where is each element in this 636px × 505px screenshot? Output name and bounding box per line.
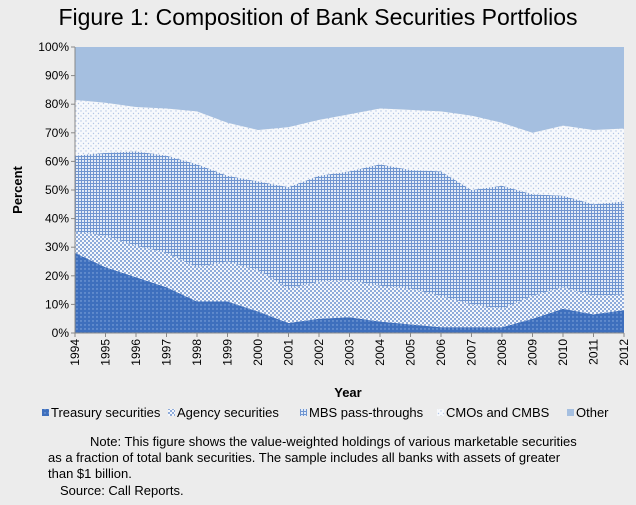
legend-swatch — [42, 409, 49, 416]
note-line-3: than $1 billion. — [48, 466, 132, 481]
legend-swatch — [168, 409, 175, 416]
y-tick-label: 60% — [45, 154, 69, 168]
x-tick-label: 2007 — [465, 339, 479, 366]
x-tick-label: 1998 — [190, 339, 204, 366]
area-mbs — [75, 151, 624, 309]
legend-label: CMOs and CMBS — [446, 405, 550, 420]
x-tick-label: 1999 — [221, 339, 235, 366]
area-treasury — [75, 252, 624, 333]
x-tick-label: 2012 — [617, 339, 631, 366]
x-tick-label: 1996 — [129, 339, 143, 366]
x-tick-label: 2008 — [495, 339, 509, 366]
y-tick-label: 30% — [45, 240, 69, 254]
y-tick-label: 10% — [45, 297, 69, 311]
stacked-area-chart: 0% 10% 20% 30% 40% 50% 60% 70% 80% 90% 100% 1994 199… — [10, 40, 631, 420]
y-tick-label: 90% — [45, 69, 69, 83]
legend-label: Other — [576, 405, 609, 420]
x-tick-label: 1995 — [99, 339, 113, 366]
area-agency — [75, 231, 624, 328]
legend-swatch — [300, 409, 307, 416]
y-tick-label: 0% — [52, 326, 70, 340]
legend-item-cmo: CMOs and CMBS — [437, 405, 550, 420]
legend-item-other: Other — [567, 405, 609, 420]
x-tick-label: 2009 — [526, 339, 540, 366]
x-tick-label: 2000 — [251, 339, 265, 366]
legend-item-agency: Agency securities — [168, 405, 279, 420]
y-tick-label: 20% — [45, 269, 69, 283]
legend-label: Treasury securities — [51, 405, 161, 420]
y-tick-label: 100% — [38, 40, 69, 54]
y-tick-label: 40% — [45, 212, 69, 226]
note-line-1: Note: This figure shows the value-weight… — [90, 434, 577, 449]
legend-label: MBS pass-throughs — [309, 405, 424, 420]
x-tick-label: 2006 — [434, 339, 448, 366]
x-tick-label: 2011 — [587, 339, 601, 365]
x-tick-label: 2002 — [312, 339, 326, 366]
x-tick-label: 2004 — [373, 339, 387, 366]
x-tick-label: 2005 — [404, 339, 418, 366]
note-line-2: as a fraction of total bank securities. … — [48, 450, 561, 465]
y-tick-label: 50% — [45, 183, 69, 197]
note-source: Source: Call Reports. — [60, 483, 184, 498]
legend-item-mbs: MBS pass-throughs — [300, 405, 424, 420]
x-axis-label: Year — [334, 385, 361, 400]
legend-item-treasury: Treasury securities — [42, 405, 161, 420]
area-cmo — [75, 99, 624, 205]
x-tick-label: 1994 — [68, 339, 82, 366]
area-other — [75, 47, 624, 133]
legend-swatch — [437, 409, 444, 416]
x-tick-label: 2010 — [556, 339, 570, 366]
x-tick-label: 2003 — [343, 339, 357, 366]
legend-swatch — [567, 409, 574, 416]
chart-title: Figure 1: Composition of Bank Securities… — [58, 4, 578, 30]
x-tick-label: 1997 — [160, 339, 174, 366]
y-tick-label: 70% — [45, 126, 69, 140]
y-tick-label: 80% — [45, 97, 69, 111]
legend-label: Agency securities — [177, 405, 279, 420]
x-tick-label: 2001 — [282, 339, 296, 366]
y-axis-label: Percent — [10, 165, 25, 213]
